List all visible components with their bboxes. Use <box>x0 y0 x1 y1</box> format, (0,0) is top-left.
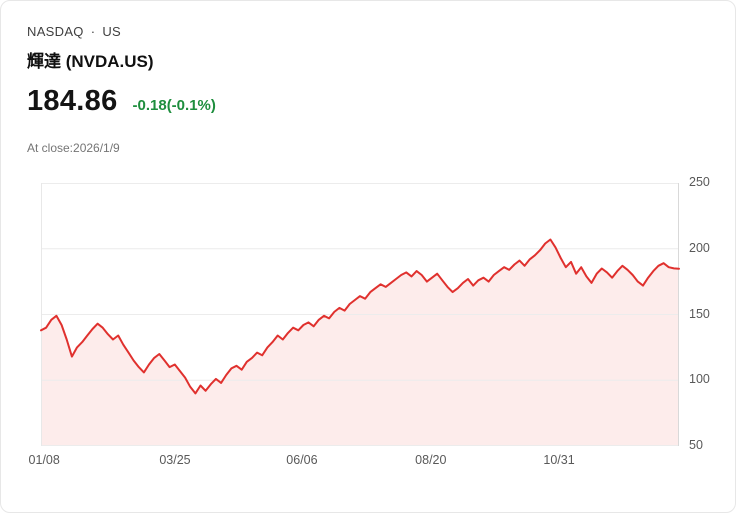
x-axis-tick-label: 01/08 <box>28 453 60 467</box>
stock-title: 輝達 (NVDA.US) <box>27 52 154 71</box>
y-axis-tick-label: 150 <box>689 306 710 321</box>
exchange-line: NASDAQ · US <box>27 24 121 39</box>
price-row: 184.86 -0.18(-0.1%) <box>27 85 216 118</box>
chart-area-fill <box>41 239 679 446</box>
x-axis-tick-label: 03/25 <box>159 453 191 467</box>
y-axis-tick-label: 50 <box>689 438 703 452</box>
last-price: 184.86 <box>27 85 118 117</box>
y-axis-labels: 250 200 150 100 50 <box>689 175 733 452</box>
y-axis-tick-label: 100 <box>689 372 710 387</box>
price-change: -0.18(-0.1%) <box>132 97 216 114</box>
x-axis-labels: 01/08 03/25 06/06 08/20 10/31 <box>29 453 679 473</box>
y-axis-tick-label: 200 <box>689 240 710 255</box>
price-chart[interactable]: 250 200 150 100 50 01/08 03/25 06/06 08/20 10/31 <box>29 175 710 467</box>
exchange-separator-dot: · <box>90 24 96 39</box>
x-axis-tick-label: 08/20 <box>415 453 447 467</box>
y-axis-tick-label: 250 <box>689 175 710 189</box>
exchange-region: US <box>102 24 122 39</box>
exchange-name: NASDAQ <box>27 24 84 39</box>
x-axis-tick-label: 10/31 <box>543 453 575 467</box>
price-line <box>40 238 680 395</box>
x-axis-tick-label: 06/06 <box>286 453 318 467</box>
as-of-label: At close:2026/1/9 <box>27 141 120 155</box>
chart-canvas <box>40 183 680 446</box>
